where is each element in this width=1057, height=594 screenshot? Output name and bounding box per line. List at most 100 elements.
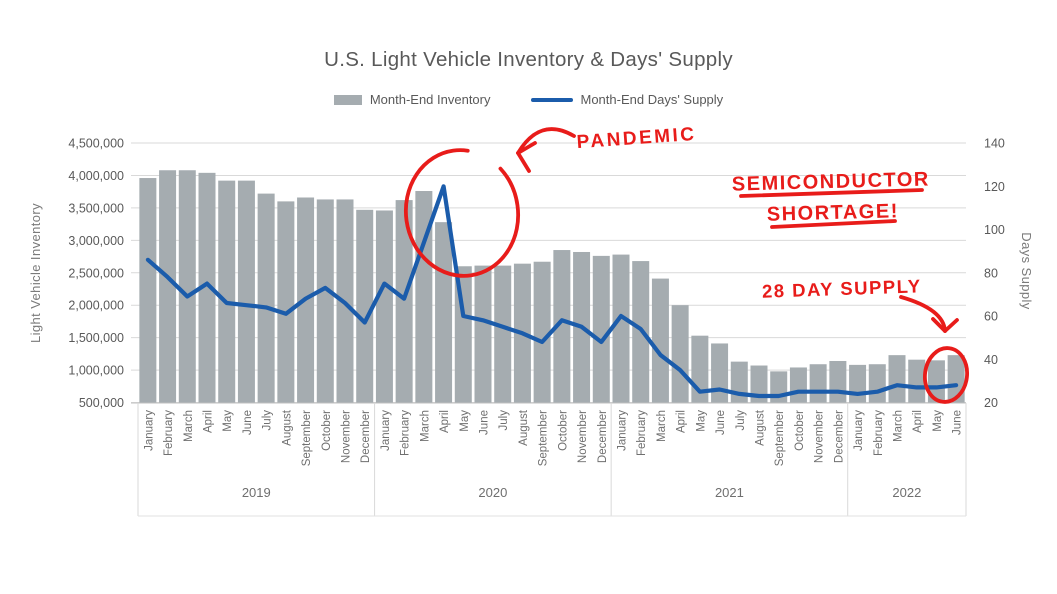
right-axis-tick-label: 60 [984,310,998,324]
inventory-bar [651,278,669,403]
month-label: May [695,410,707,432]
left-axis-tick-label: 1,500,000 [68,331,124,345]
legend-label-inventory: Month-End Inventory [369,92,491,107]
legend: Month-End Inventory Month-End Days' Supp… [0,92,1057,107]
inventory-bar [612,254,630,403]
left-axis-tick-label: 3,500,000 [68,201,124,215]
month-label: October [794,410,806,451]
month-label: November [341,410,353,463]
month-label: April [439,410,451,433]
month-label: June [952,410,964,435]
right-axis-tick-label: 20 [984,396,998,410]
month-label: March [656,410,668,442]
inventory-bar [316,199,334,403]
month-label: November [814,410,826,463]
days-supply-line [145,184,959,399]
month-label: May [459,410,471,432]
left-axis-tick-label: 2,000,000 [68,299,124,313]
inventory-bar [139,178,157,403]
right-axis-tick-label: 120 [984,180,1005,194]
shortage-label: SHORTAGE! [767,200,900,225]
semiconductor-underline [739,188,924,198]
year-label: 2022 [892,485,921,500]
month-label: April [203,410,215,433]
inventory-bar [908,359,926,403]
month-label: December [597,410,609,463]
day-supply-arrowhead [931,317,959,333]
year-label: 2020 [478,485,507,500]
month-label: September [301,410,313,466]
inventory-bar [849,364,867,403]
inventory-bar [198,172,216,403]
inventory-bar [711,343,729,403]
pandemic-arrowhead [516,141,537,173]
inventory-bar [829,360,847,403]
month-label: June [242,410,254,435]
inventory-bar [533,261,551,403]
inventory-bar [375,210,393,403]
inventory-bar [671,305,689,403]
month-label: January [853,410,865,451]
month-label: February [163,410,175,456]
month-label: July [262,410,274,431]
month-label: June [479,410,491,435]
year-label: 2019 [242,485,271,500]
inventory-bar [474,265,492,403]
inventory-bar [159,170,177,403]
days-supply-swatch-icon [530,97,573,102]
month-label: April [912,410,924,433]
month-label: October [557,410,569,451]
inventory-bar [809,364,827,403]
month-label: May [932,410,944,432]
month-label: February [400,410,412,456]
inventory-bar [494,265,512,403]
left-axis-tick-label: 3,000,000 [68,234,124,248]
month-label: August [755,409,767,446]
legend-item-inventory: Month-End Inventory [333,92,491,107]
month-label: August [281,409,293,446]
month-label: January [617,410,629,451]
month-label: May [222,410,234,432]
inventory-bar [395,200,413,403]
month-label: December [360,410,372,463]
month-label: February [873,410,885,456]
chart-title: U.S. Light Vehicle Inventory & Days' Sup… [324,48,733,71]
left-axis-tick-label: 4,000,000 [68,169,124,183]
inventory-bar [592,255,610,403]
month-label: December [833,410,845,463]
right-axis-tick-label: 100 [984,223,1005,237]
month-label: March [893,410,905,442]
pandemic-circle-annotation [403,148,521,278]
inventory-bar [277,201,295,403]
day-supply-label: 28 DAY SUPPLY [762,275,922,302]
month-label: June [715,410,727,435]
inventory-bar [888,355,906,403]
inventory-bar [237,180,255,403]
inventory-bar [257,193,275,403]
pandemic-arrow [516,127,576,155]
month-label: July [498,410,510,431]
inventory-bar [868,364,886,403]
inventory-bar [553,250,571,403]
legend-label-days-supply: Month-End Days' Supply [580,92,724,107]
month-label: April [676,410,688,433]
left-axis-tick-label: 1,000,000 [68,364,124,378]
month-label: January [380,410,392,451]
inventory-bar [927,360,945,403]
left-axis-tick-label: 4,500,000 [68,137,124,151]
month-label: September [538,410,550,466]
month-label: October [321,410,333,451]
month-label: July [735,410,747,431]
inventory-bar [218,180,236,403]
inventory-swatch-icon [333,94,362,105]
month-label: January [143,410,155,451]
month-label: March [419,410,431,442]
right-axis-tick-label: 80 [984,266,998,280]
left-axis-tick-label: 2,500,000 [68,266,124,280]
day-supply-arrow [899,295,947,333]
right-axis-title: Days Supply [1019,232,1034,309]
month-label: August [518,409,530,446]
day-supply-circle-annotation [922,346,970,404]
right-axis-tick-label: 40 [984,353,998,367]
